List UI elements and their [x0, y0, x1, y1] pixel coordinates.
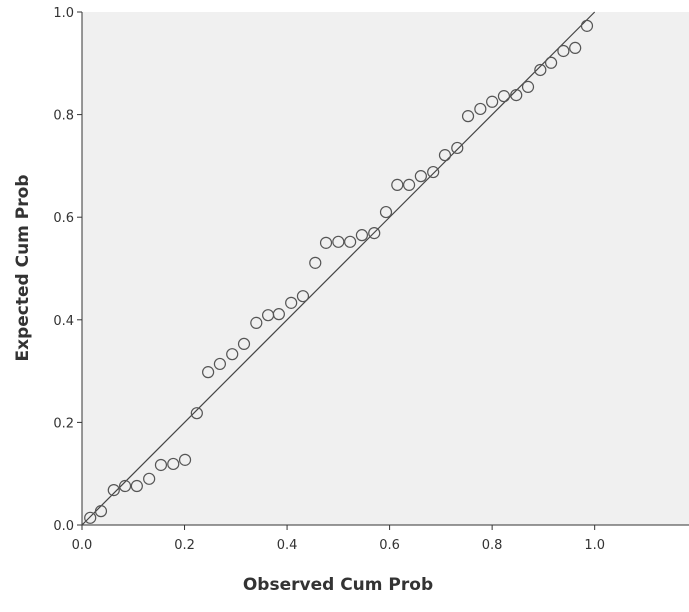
y-tick-label: 0.6 — [53, 211, 74, 226]
point — [427, 165, 440, 179]
point — [580, 19, 594, 32]
x-tick-label: 0.4 — [277, 538, 298, 553]
y-axis-label: Expected Cum Prob — [13, 175, 33, 362]
point — [510, 89, 523, 102]
x-tick-label: 1.0 — [584, 538, 605, 553]
point — [379, 205, 393, 219]
point — [309, 256, 322, 269]
point — [391, 178, 404, 191]
point — [368, 227, 381, 240]
point — [118, 479, 132, 493]
point — [213, 357, 227, 371]
x-axis-label: Observed Cum Prob — [243, 575, 433, 595]
point — [285, 296, 298, 309]
plot-area — [82, 12, 689, 525]
point — [237, 337, 251, 351]
point — [355, 229, 369, 242]
point — [569, 41, 582, 55]
y-tick-label: 0.0 — [53, 519, 74, 534]
point — [226, 348, 239, 361]
point — [178, 453, 192, 466]
point — [486, 95, 499, 108]
point — [474, 102, 487, 116]
point — [438, 149, 452, 162]
point — [296, 290, 310, 303]
point — [402, 178, 416, 191]
point — [461, 110, 475, 123]
x-tick-label: 0.8 — [482, 538, 503, 553]
point — [497, 90, 511, 103]
point — [130, 479, 143, 493]
y-tick-label: 0.2 — [53, 416, 74, 431]
y-tick-label: 0.8 — [53, 109, 74, 124]
point — [202, 366, 215, 379]
point — [272, 308, 285, 321]
point — [167, 457, 180, 471]
point — [544, 56, 558, 69]
point — [250, 316, 263, 329]
point — [190, 407, 203, 420]
x-tick-label: 0.0 — [72, 538, 93, 553]
point — [451, 141, 464, 155]
point — [143, 472, 156, 485]
point — [557, 44, 570, 58]
y-tick-label: 1.0 — [53, 6, 74, 21]
x-tick-label: 0.2 — [174, 538, 195, 553]
point — [319, 236, 333, 249]
point — [414, 170, 427, 183]
point — [521, 80, 535, 93]
point — [107, 484, 120, 497]
x-tick-label: 0.6 — [379, 538, 400, 553]
point — [84, 511, 97, 524]
point — [332, 235, 345, 248]
point — [94, 505, 108, 518]
point — [344, 235, 357, 248]
point — [154, 458, 168, 472]
point — [534, 63, 547, 77]
y-tick-label: 0.4 — [53, 314, 74, 329]
